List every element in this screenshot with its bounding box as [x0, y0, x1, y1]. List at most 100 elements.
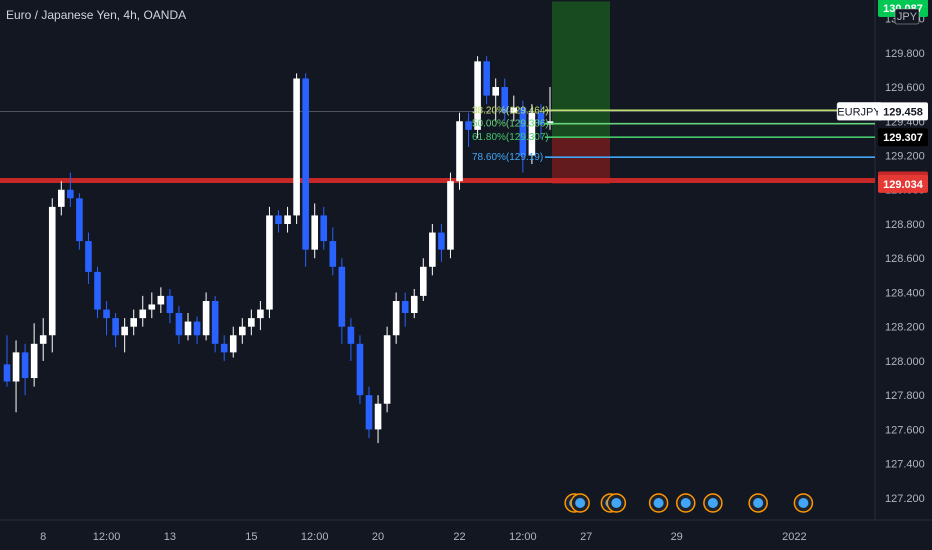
fib-level-label: 38.20%(129.464) — [472, 105, 549, 116]
time-tick-label: 20 — [372, 531, 384, 543]
candle-bull — [12, 352, 20, 382]
candle-bear — [347, 326, 355, 344]
candle-bear — [166, 295, 174, 313]
price-tag — [878, 174, 928, 193]
price-tick-label: 129.400 — [885, 116, 925, 128]
candle-bear — [483, 61, 490, 96]
price-tag-label: 129.458 — [883, 106, 923, 118]
price-tick-label: 129.600 — [885, 82, 925, 94]
candle-bull — [157, 295, 165, 305]
price-tag-label: 129.034 — [883, 179, 924, 191]
candle-bear — [365, 395, 373, 430]
price-tick-label: 128.200 — [885, 322, 925, 334]
time-tick-label: 12:00 — [93, 531, 121, 543]
time-tick-label: 8 — [40, 531, 46, 543]
time-tick-label: 22 — [453, 531, 465, 543]
symbol-tag-label: EURJPY — [837, 106, 881, 118]
stop-loss-zone — [552, 137, 610, 184]
price-tick-label: 129.200 — [885, 151, 925, 163]
price-tick-label: 127.800 — [885, 390, 925, 402]
price-tag — [878, 128, 928, 147]
candle-bear — [112, 318, 119, 336]
candle-bull — [392, 301, 400, 336]
candle-bear — [94, 271, 101, 310]
candle-bull — [429, 232, 436, 267]
time-tick-label: 12:00 — [509, 531, 537, 543]
candle-bear — [356, 343, 364, 396]
event-icon-center — [753, 498, 764, 508]
candle-bull — [456, 121, 463, 182]
candle-bear — [401, 301, 409, 313]
event-icon-center — [653, 498, 664, 508]
candle-bear — [175, 313, 183, 336]
fib-level-label: 61.80%(129.307) — [472, 132, 549, 143]
price-tick-label: 128.000 — [885, 356, 925, 368]
candle-bull — [184, 321, 192, 336]
chart-title: Euro / Japanese Yen, 4h, OANDA — [6, 8, 187, 22]
currency-box — [894, 8, 920, 25]
candle-bear — [220, 343, 228, 353]
price-tick-label: 128.400 — [885, 287, 925, 299]
candle-bear — [438, 232, 445, 250]
candle-bear — [501, 87, 509, 113]
candle-bull — [58, 189, 65, 207]
price-tag-label: 129.307 — [883, 132, 923, 144]
time-tick-label: 15 — [245, 531, 257, 543]
time-tick-label: 2022 — [782, 531, 806, 543]
price-tick-label: 128.800 — [885, 219, 925, 231]
candle-bull — [148, 304, 156, 310]
candle-bear — [465, 121, 472, 130]
candle-bull — [293, 78, 300, 216]
candle-bull — [266, 215, 273, 310]
candle-bull — [121, 326, 128, 336]
candle-bull — [202, 301, 210, 336]
candle-bear — [329, 241, 337, 267]
price-tick-label: 127.400 — [885, 459, 925, 471]
candle-bull — [492, 87, 499, 96]
candle-bull — [39, 335, 47, 344]
candle-bull — [139, 309, 147, 319]
candle-bear — [76, 198, 83, 242]
time-tick-label: 29 — [671, 531, 683, 543]
price-tick-label: 127.200 — [885, 493, 925, 505]
candle-bear — [3, 364, 11, 382]
candle-bear — [320, 215, 328, 242]
candle-bear — [275, 215, 282, 224]
candle-bull — [239, 326, 246, 336]
candle-bear — [85, 241, 92, 272]
candle-bull — [474, 61, 481, 130]
fib-level-label: 50.00%(129.386) — [472, 119, 549, 130]
currency-label: JPY — [897, 11, 918, 23]
candle-bear — [302, 78, 309, 250]
price-tick-label: 128.600 — [885, 253, 925, 265]
event-icon-center — [798, 498, 809, 508]
candle-bull — [383, 335, 391, 404]
candle-bull — [420, 266, 427, 296]
event-icon-center — [680, 498, 691, 508]
candle-bear — [103, 309, 110, 319]
price-tick-label: 129.800 — [885, 48, 925, 60]
candle-bull — [48, 206, 56, 336]
take-profit-zone — [552, 1, 610, 138]
candle-bear — [338, 266, 346, 327]
candle-bull — [510, 107, 518, 113]
candle-bull — [284, 215, 291, 224]
candle-bull — [248, 318, 255, 327]
candle-bull — [447, 181, 454, 250]
candle-bull — [130, 318, 137, 327]
event-icon-center — [611, 498, 622, 508]
candle-bear — [519, 107, 527, 156]
candle-bull — [410, 295, 418, 313]
time-tick-label: 12:00 — [301, 531, 329, 543]
candle-bear — [67, 189, 74, 199]
candle-bull — [30, 343, 38, 379]
candle-bear — [193, 321, 201, 336]
event-icon-center — [575, 498, 586, 508]
candle-bear — [21, 352, 29, 379]
event-icon-center — [707, 498, 718, 508]
candle-bear — [211, 301, 219, 344]
candle-bull — [528, 112, 536, 156]
fib-level-label: 78.60%(129.19) — [472, 152, 543, 163]
